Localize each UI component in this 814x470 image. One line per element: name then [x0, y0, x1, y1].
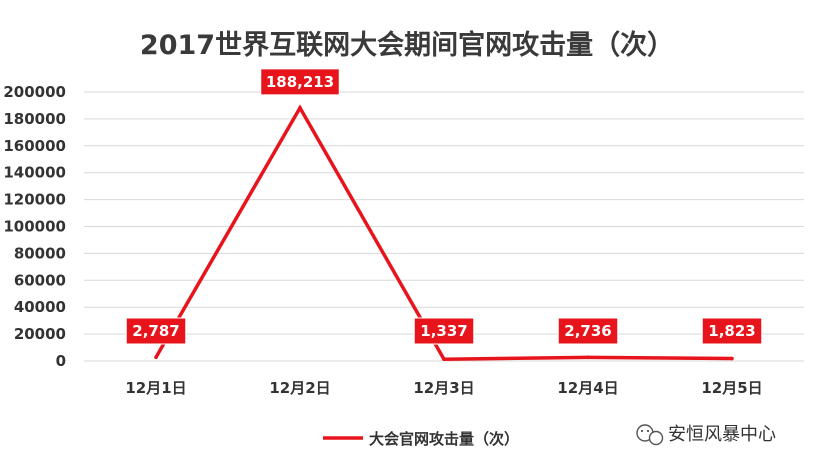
data-label-text: 1,823 [708, 322, 755, 340]
y-tick-label: 40000 [14, 298, 66, 316]
gridlines [84, 91, 804, 362]
data-point[interactable] [154, 355, 158, 360]
data-label-background [413, 317, 475, 345]
x-tick-label: 12月3日 [413, 379, 474, 397]
x-tick-label: 12月2日 [269, 379, 330, 397]
y-tick-label: 160000 [3, 137, 66, 155]
data-label-background [701, 317, 763, 345]
x-axis-ticks: 12月1日 12月2日 12月3日 12月4日 12月5日 [125, 379, 762, 397]
x-tick-label: 12月5日 [701, 379, 762, 397]
data-label-text: 2,787 [132, 322, 179, 340]
data-label-background [557, 317, 619, 345]
y-tick-label: 0 [56, 352, 66, 370]
data-labels: 2,787 188,213 1,337 2,736 1,823 [125, 68, 763, 345]
data-point[interactable] [442, 357, 446, 362]
data-label: 1,823 [701, 317, 763, 345]
y-axis-ticks: 0 20000 40000 60000 80000 100000 120000 140000 1… [3, 83, 66, 370]
series-group [154, 104, 734, 362]
y-tick-label: 60000 [14, 271, 66, 289]
data-point[interactable] [298, 106, 302, 110]
data-label: 2,736 [557, 317, 619, 345]
watermark: 安恒风暴中心 [636, 424, 776, 446]
data-point[interactable] [730, 356, 734, 361]
y-tick-label: 100000 [3, 218, 66, 236]
y-tick-label: 200000 [3, 83, 66, 101]
data-label-background [260, 68, 340, 96]
data-label-text: 188,213 [266, 73, 334, 91]
data-label: 2,787 [125, 317, 187, 345]
watermark-text: 安恒风暴中心 [668, 424, 776, 445]
x-tick-label: 12月4日 [557, 379, 618, 397]
x-tick-label: 12月1日 [125, 379, 186, 397]
y-tick-label: 180000 [3, 110, 66, 128]
data-label: 188,213 [260, 68, 340, 96]
data-label: 1,337 [413, 317, 475, 345]
chart-title: 2017世界互联网大会期间官网攻击量（次） [140, 29, 674, 61]
y-tick-label: 140000 [3, 164, 66, 182]
wechat-icon [636, 424, 664, 446]
legend-label: 大会官网攻击量（次） [369, 430, 519, 448]
data-label-text: 2,736 [564, 322, 611, 340]
legend[interactable]: 大会官网攻击量（次） [323, 430, 519, 448]
data-label-text: 1,337 [420, 322, 467, 340]
y-tick-label: 120000 [3, 191, 66, 209]
y-tick-label: 80000 [14, 244, 66, 262]
data-label-background [125, 317, 187, 345]
y-tick-label: 20000 [14, 325, 66, 343]
data-point[interactable] [586, 355, 590, 360]
